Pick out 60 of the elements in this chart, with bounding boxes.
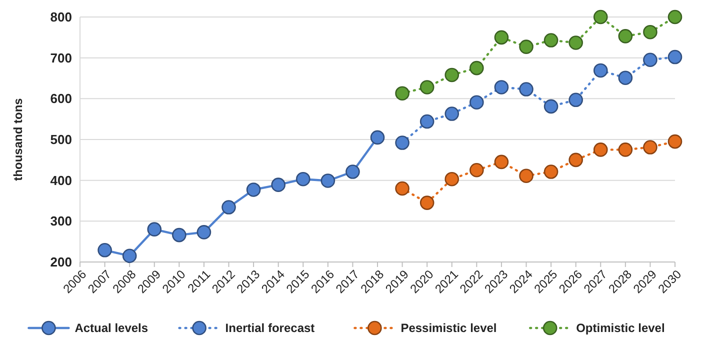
point [519, 40, 534, 54]
point [346, 164, 360, 179]
point [618, 29, 633, 44]
point [395, 181, 410, 196]
y-tick-label: 400 [50, 172, 72, 188]
point [643, 52, 658, 68]
point [470, 95, 484, 110]
point [618, 70, 633, 85]
point [593, 10, 608, 24]
legend-label: Actual levels [74, 321, 148, 336]
point [593, 142, 608, 157]
point [519, 82, 534, 96]
point [420, 80, 434, 94]
point [519, 168, 534, 183]
y-tick-label: 600 [50, 91, 72, 106]
point [370, 130, 385, 145]
point [568, 152, 583, 168]
point [444, 106, 460, 121]
point [222, 200, 236, 214]
point [296, 172, 310, 186]
point [618, 142, 633, 157]
y-tick-label: 300 [50, 214, 72, 229]
point [643, 140, 658, 154]
point [246, 182, 261, 197]
point [147, 222, 162, 236]
point [494, 80, 509, 94]
point [196, 225, 212, 240]
point [668, 50, 682, 64]
y-tick-label: 800 [50, 10, 72, 25]
y-axis-title: thousand tons [11, 98, 25, 181]
point [494, 30, 509, 45]
y-tick-label: 700 [50, 50, 72, 66]
y-tick-label: 200 [50, 254, 72, 270]
y-tick-label: 500 [50, 132, 72, 148]
point [668, 134, 682, 149]
legend-label: Pessimistic level [400, 321, 497, 336]
point [643, 24, 658, 40]
point [544, 99, 558, 114]
point [593, 63, 608, 78]
point [470, 162, 484, 178]
point [544, 33, 558, 48]
point [494, 154, 509, 170]
point [568, 92, 583, 108]
point [271, 178, 286, 192]
point [420, 196, 434, 210]
point [320, 174, 336, 188]
point [444, 68, 460, 82]
point [668, 10, 682, 24]
point [172, 228, 186, 242]
point [444, 172, 460, 186]
point [544, 164, 558, 179]
point [568, 36, 583, 50]
point [470, 60, 484, 76]
point [420, 114, 434, 129]
point [395, 136, 410, 150]
legend-label: Optimistic level [576, 321, 665, 336]
point [395, 86, 410, 101]
point [98, 243, 112, 258]
point [122, 248, 137, 264]
legend-label: Inertial forecast [225, 321, 315, 336]
